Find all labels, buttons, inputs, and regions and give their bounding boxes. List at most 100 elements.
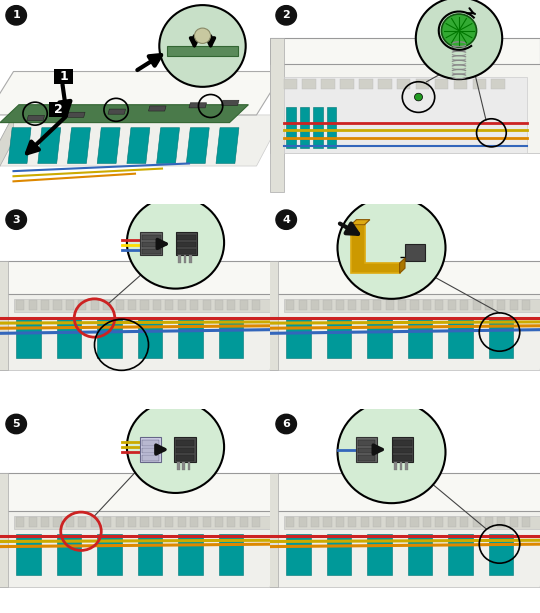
FancyBboxPatch shape [140,232,162,256]
Bar [454,79,467,89]
Bar [202,517,211,527]
Bar [140,517,148,527]
Bar [336,517,344,527]
Bar [286,300,294,310]
Bar [423,300,431,310]
Bar [116,300,124,310]
Bar [373,300,381,310]
Bar [348,517,356,527]
Bar [16,317,40,357]
Bar [57,534,81,575]
Circle shape [6,210,26,229]
Polygon shape [351,225,400,273]
Bar [178,534,202,575]
Bar [165,300,173,310]
Polygon shape [68,112,85,117]
Polygon shape [189,103,207,108]
Bar [408,534,432,575]
Polygon shape [400,258,405,273]
Bar [202,300,211,310]
Bar [190,517,198,527]
Bar [252,517,260,527]
Bar [176,440,194,446]
Polygon shape [256,261,278,370]
Bar [405,244,426,261]
Bar [393,455,412,461]
Circle shape [442,14,477,47]
Polygon shape [256,473,278,587]
FancyBboxPatch shape [54,69,73,84]
Bar [138,534,162,575]
FancyBboxPatch shape [174,436,195,462]
Bar [103,300,111,310]
Bar [311,300,319,310]
Text: 6: 6 [282,419,290,429]
Polygon shape [0,105,248,123]
Polygon shape [127,128,150,164]
FancyBboxPatch shape [176,232,197,256]
Bar [435,300,443,310]
Bar [448,300,456,310]
Bar [460,517,468,527]
Bar [448,534,472,575]
Bar [485,517,493,527]
Bar [373,517,381,527]
Bar [408,317,432,357]
Polygon shape [0,294,284,370]
Bar [178,517,186,527]
Bar [410,517,418,527]
Polygon shape [221,101,239,105]
Bar [103,517,111,527]
Polygon shape [157,128,179,164]
Bar [400,462,402,470]
Bar [141,440,159,446]
FancyBboxPatch shape [140,436,161,462]
Bar [286,517,294,527]
Polygon shape [0,115,14,192]
Bar [53,300,62,310]
Bar [448,517,456,527]
Text: 1: 1 [12,10,20,20]
Polygon shape [0,511,284,587]
Bar [141,242,161,247]
Bar [416,79,429,89]
Circle shape [6,6,26,25]
Bar [460,300,468,310]
Bar [410,300,418,310]
Bar [367,317,392,357]
Bar [300,107,309,148]
Bar [215,517,223,527]
Bar [423,517,431,527]
Polygon shape [216,128,239,164]
Polygon shape [351,219,370,225]
Polygon shape [0,261,8,370]
Circle shape [276,414,296,434]
Bar [128,300,136,310]
Polygon shape [270,38,540,64]
Bar [153,300,161,310]
Circle shape [416,0,502,79]
Polygon shape [270,64,540,153]
Polygon shape [0,115,284,166]
Bar [336,300,344,310]
Bar [405,462,408,470]
Polygon shape [108,109,126,114]
Bar [177,242,195,247]
Bar [286,317,310,357]
Bar [286,534,310,575]
Bar [367,534,392,575]
Bar [435,79,448,89]
Polygon shape [256,511,540,587]
Polygon shape [0,473,8,587]
Bar [284,79,297,89]
Text: 2: 2 [282,10,290,20]
Bar [183,462,185,470]
Bar [29,300,37,310]
Bar [359,79,373,89]
Bar [522,300,530,310]
Bar [378,79,392,89]
Text: 4: 4 [282,215,290,224]
Bar [361,300,369,310]
Text: 5: 5 [12,419,20,429]
Bar [348,300,356,310]
